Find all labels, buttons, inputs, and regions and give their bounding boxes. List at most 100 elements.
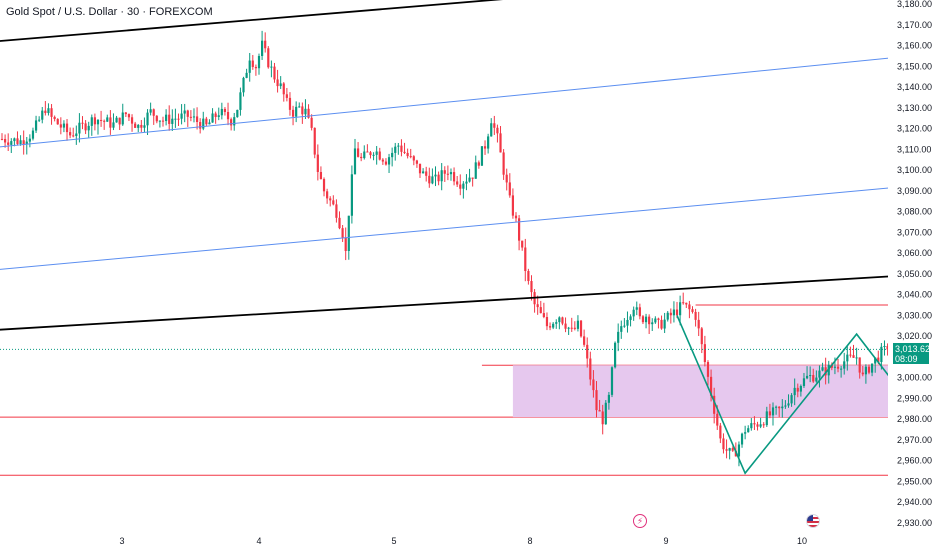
price-axis[interactable]: 3,180.00 3,170.00 3,160.00 3,150.00 3,140.00… [897, 0, 932, 528]
candle-body [192, 116, 196, 118]
candle-body [514, 215, 518, 219]
candle-body [874, 357, 877, 364]
candle-body [7, 142, 10, 145]
y-tick-label: 3,140.00 [897, 82, 932, 92]
candle-body [251, 60, 254, 67]
candle-body [211, 113, 214, 123]
candle-body [480, 146, 484, 166]
demand-zone [512, 365, 888, 418]
candle-body [471, 177, 474, 179]
candle-countdown: 08:09 [895, 354, 918, 364]
candle-body [840, 368, 843, 370]
y-tick-label: 3,150.00 [897, 61, 932, 71]
candle-body [679, 302, 682, 316]
candle-body [384, 161, 388, 165]
candle-body [245, 72, 248, 78]
candle-body [737, 444, 741, 457]
candle-body [279, 83, 282, 87]
candle-body [592, 379, 595, 391]
candle-body [199, 121, 202, 129]
y-tick-label: 3,060.00 [897, 248, 932, 258]
candles [0, 30, 889, 467]
candle-body [310, 117, 313, 128]
candle-body [72, 135, 75, 137]
candle-body [858, 357, 861, 373]
candle-body [666, 312, 669, 320]
candle-body [555, 322, 558, 324]
candle-body [709, 376, 713, 396]
candle-body [326, 191, 329, 199]
candle-body [517, 218, 521, 241]
candle-body [350, 174, 353, 216]
candle-body [493, 123, 496, 128]
channel-mid-black[interactable] [0, 255, 932, 331]
candle-body [675, 309, 679, 316]
candle-body [69, 132, 72, 136]
candle-body [632, 309, 635, 317]
candle-body [248, 60, 251, 73]
channel-lower-blue[interactable] [0, 156, 932, 270]
candle-body [412, 156, 415, 161]
candle-body [703, 344, 706, 363]
zone-rect[interactable] [512, 365, 888, 418]
candle-body [589, 358, 592, 380]
candle-body [208, 122, 211, 125]
candle-body [685, 302, 688, 305]
x-tick-label: 4 [256, 536, 261, 546]
candle-body [716, 413, 719, 426]
candle-body [307, 108, 310, 118]
candle-body [270, 66, 273, 68]
candle-body [530, 281, 533, 293]
candle-body [28, 138, 31, 142]
candle-body [109, 117, 112, 128]
us-flag-icon[interactable] [806, 514, 820, 528]
candle-body [254, 66, 258, 69]
channel-upper-blue[interactable] [0, 23, 932, 148]
candle-body [295, 106, 298, 117]
candle-body [174, 118, 177, 120]
projection-line[interactable] [676, 276, 932, 475]
candle-body [260, 40, 264, 56]
y-tick-label: 2,980.00 [897, 414, 932, 424]
lightning-icon[interactable]: ⚡ [633, 514, 647, 528]
candle-body [583, 336, 586, 345]
candle-body [431, 176, 434, 184]
candle-body [477, 162, 480, 166]
candle-body [124, 112, 127, 115]
candle-body [3, 139, 7, 143]
candle-body [468, 177, 471, 182]
candle-body [56, 119, 59, 125]
candle-body [418, 163, 422, 174]
candle-body [601, 411, 604, 425]
time-axis[interactable]: 3 4 5 8 9 10 [119, 536, 807, 546]
candle-body [440, 170, 443, 182]
channel-upper-black[interactable] [0, 0, 544, 42]
candle-body [171, 118, 174, 124]
candle-body [239, 92, 242, 110]
candle-body [422, 171, 425, 174]
candle-body [610, 367, 614, 395]
candle-body [288, 97, 292, 110]
candle-body [579, 320, 583, 337]
candle-body [121, 112, 124, 125]
candle-body [165, 114, 168, 122]
candle-body [694, 311, 697, 320]
candle-body [112, 122, 115, 128]
candle-body [852, 355, 855, 358]
candle-body [747, 428, 750, 433]
candle-body [744, 432, 747, 434]
y-tick-label: 3,180.00 [897, 0, 932, 9]
candle-body [446, 173, 449, 175]
y-tick-label: 3,090.00 [897, 186, 932, 196]
candle-body [99, 119, 103, 121]
candle-body [706, 362, 710, 377]
candle-body [372, 154, 375, 156]
candle-body [620, 326, 623, 332]
candle-body [465, 181, 468, 184]
y-tick-label: 3,070.00 [897, 227, 932, 237]
price-axis-background[interactable] [888, 0, 932, 530]
candle-body [363, 151, 366, 159]
candle-body [870, 363, 874, 373]
candle-body [403, 151, 406, 153]
